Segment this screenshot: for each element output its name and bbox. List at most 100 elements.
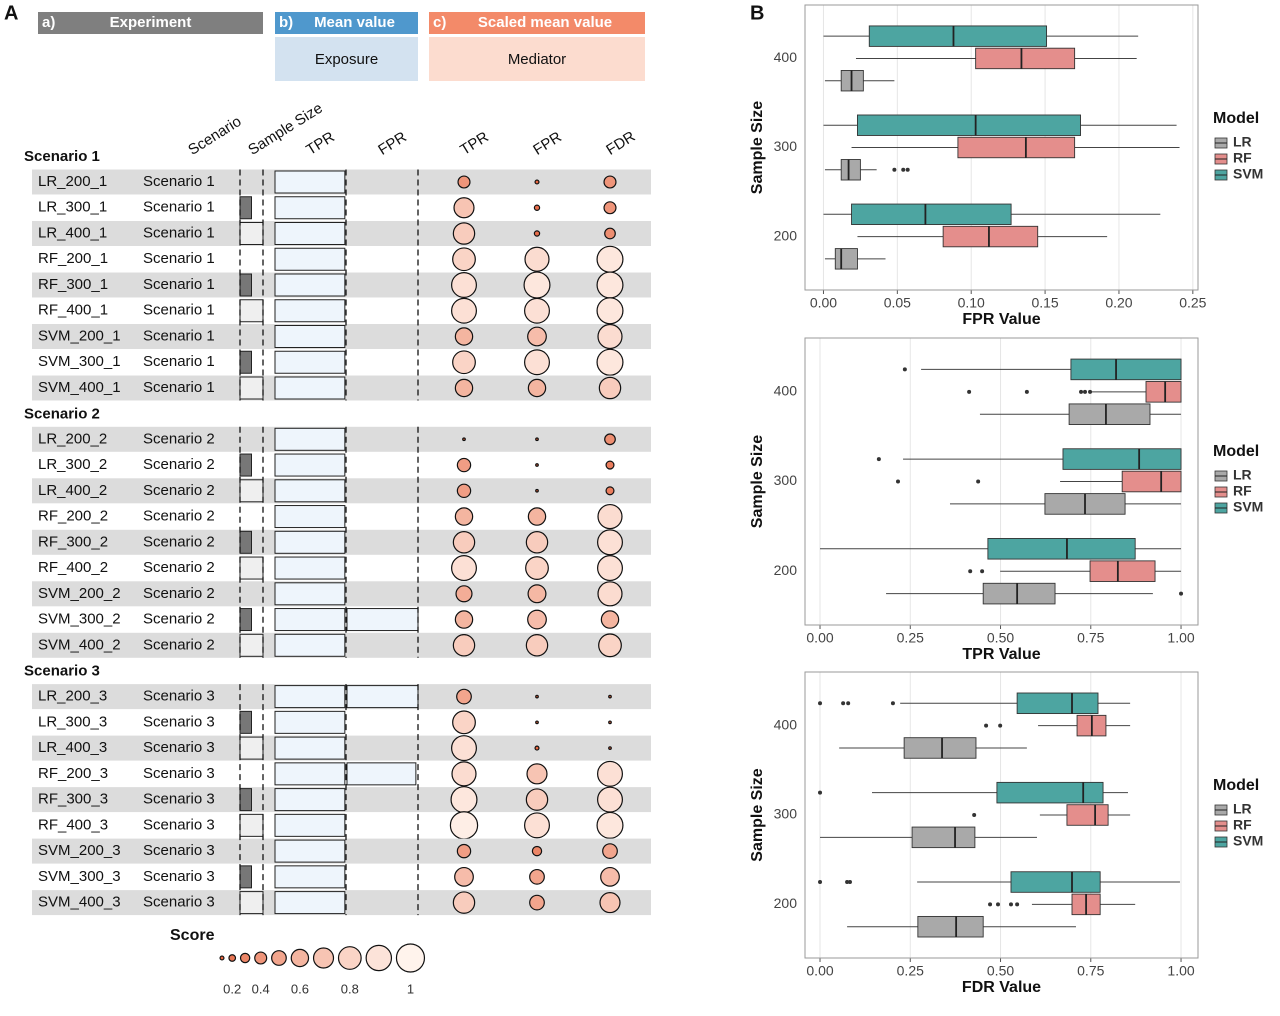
row-scenario: Scenario 2 [143, 508, 215, 525]
legend-label: SVM [1233, 166, 1263, 182]
score-circle [453, 197, 475, 219]
legend-title: Score [170, 927, 215, 944]
score-circle [605, 460, 615, 470]
x-tick-label: 0.00 [806, 963, 833, 979]
panel-label: B [750, 2, 764, 24]
outlier [984, 723, 989, 728]
score-circle [456, 688, 472, 705]
score-circle [533, 204, 541, 211]
outlier [967, 389, 972, 394]
exposure-tpr-bar [274, 582, 346, 606]
score-circle [524, 246, 550, 272]
row-scenario: Scenario 2 [143, 533, 215, 550]
header-tag: b) [279, 14, 293, 31]
exposure-tpr-bar [274, 222, 346, 245]
exposure-tpr-bar [274, 299, 346, 323]
column-header: FDR [603, 128, 638, 159]
exposure-tpr-bar [274, 479, 346, 503]
outlier [902, 367, 907, 372]
outlier [901, 167, 906, 172]
row-id: LR_400_3 [38, 739, 107, 756]
legend-circle [337, 946, 362, 970]
row-scenario: Scenario 3 [143, 894, 215, 911]
sample-size-bar [239, 891, 264, 915]
row-id: RF_300_2 [38, 533, 108, 550]
legend-circle [271, 950, 287, 966]
score-circle [534, 179, 540, 185]
score-circle [529, 868, 545, 885]
y-tick-label: 200 [774, 895, 798, 911]
plot-border [804, 671, 1199, 959]
exposure-fpr-bar [346, 685, 419, 709]
score-circle [451, 297, 477, 324]
y-axis-title: Sample Size [749, 435, 766, 528]
score-circle [535, 463, 539, 467]
header-box [429, 12, 645, 34]
score-circle [452, 350, 476, 375]
row-id: RF_200_1 [38, 250, 108, 267]
x-tick-label: 0.15 [1031, 295, 1058, 311]
x-tick-label: 0.75 [1077, 630, 1104, 646]
column-header: FPR [530, 128, 565, 158]
subheader-box [429, 37, 645, 81]
score-circle [608, 746, 612, 750]
outlier [841, 701, 846, 706]
x-tick-label: 0.20 [1105, 295, 1132, 311]
score-circle [597, 555, 623, 582]
section-title: Scenario 3 [24, 663, 100, 680]
sample-size-bar [239, 350, 252, 374]
column-header: FPR [375, 128, 410, 158]
row-id: SVM_400_2 [38, 636, 121, 653]
score-circle [462, 437, 466, 442]
score-circle [454, 866, 474, 887]
x-tick-label: 0.00 [806, 630, 833, 646]
score-circle [534, 745, 540, 751]
row-scenario: Scenario 3 [143, 816, 215, 833]
sample-size-bar [239, 556, 264, 580]
y-tick-label: 400 [774, 49, 798, 65]
outlier [846, 701, 851, 706]
legend-circle [395, 943, 426, 973]
legend-title: Model [1213, 110, 1259, 127]
x-tick-label: 1.00 [1167, 963, 1194, 979]
outlier [1079, 389, 1084, 394]
box [1070, 358, 1182, 381]
outlier [905, 167, 910, 172]
box [917, 915, 984, 938]
score-circle [450, 786, 478, 814]
x-tick-label: 0.50 [987, 630, 1014, 646]
score-circle [535, 720, 539, 725]
score-circle [597, 786, 623, 813]
score-circle [454, 507, 474, 526]
legend-circle [228, 954, 237, 962]
row-id: SVM_200_1 [38, 327, 121, 344]
box [1010, 871, 1101, 893]
score-circle [525, 788, 549, 811]
exposure-tpr-bar [274, 633, 346, 657]
score-circle [596, 245, 624, 273]
box [996, 781, 1104, 804]
header-box [38, 12, 263, 34]
row-id: SVM_300_1 [38, 353, 121, 370]
exposure-tpr-bar [274, 530, 346, 554]
row-id: SVM_300_2 [38, 611, 121, 628]
box [903, 737, 977, 759]
x-tick-label: 0.50 [987, 963, 1014, 979]
sample-size-bar [239, 299, 264, 323]
legend-label: LR [1233, 134, 1252, 150]
score-circle [527, 584, 547, 604]
header-title: Experiment [110, 14, 192, 31]
outlier [847, 880, 852, 885]
x-axis-title: FPR Value [962, 311, 1040, 328]
y-tick-label: 300 [774, 138, 798, 154]
row-scenario: Scenario 3 [143, 791, 215, 808]
score-circle [603, 175, 617, 189]
box [911, 826, 976, 849]
score-circle [599, 892, 621, 914]
row-scenario: Scenario 2 [143, 585, 215, 602]
row-id: LR_300_3 [38, 713, 107, 730]
exposure-tpr-bar [274, 453, 346, 477]
box [975, 47, 1076, 70]
score-circle [456, 483, 472, 499]
sample-size-bar [239, 273, 252, 297]
